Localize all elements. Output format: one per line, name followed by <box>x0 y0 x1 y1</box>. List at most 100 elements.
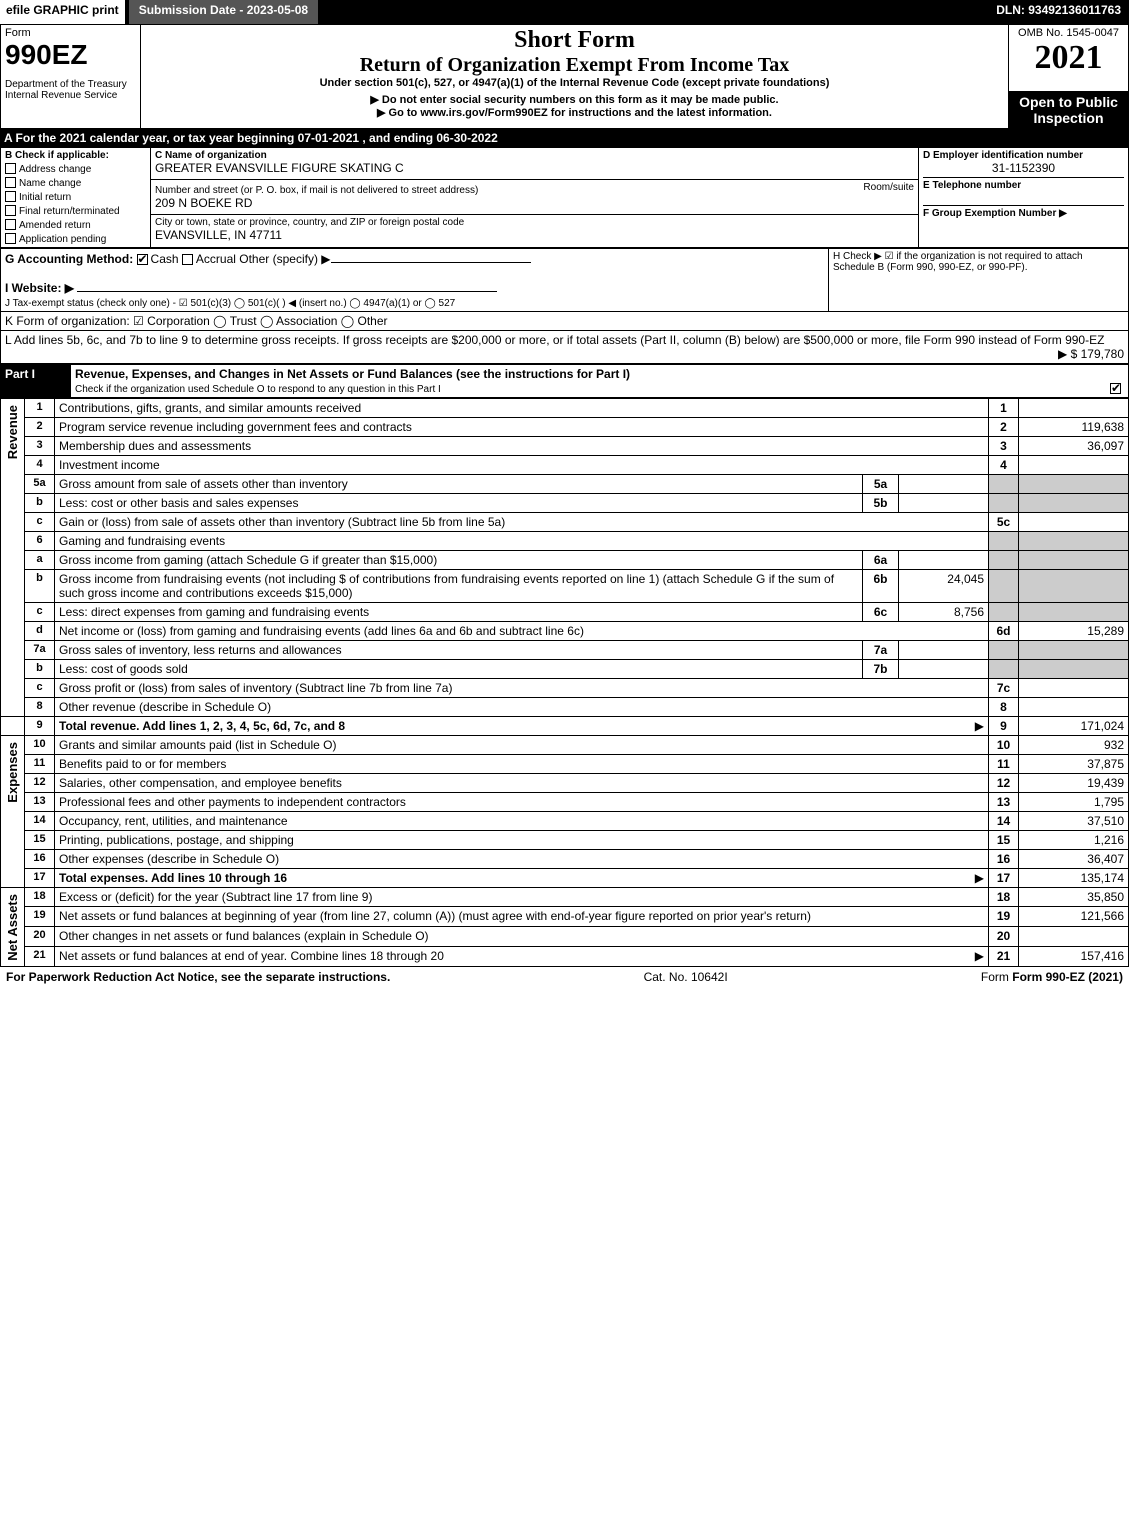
check-final-return[interactable]: Final return/terminated <box>5 203 146 217</box>
line-j: J Tax-exempt status (check only one) - ☑… <box>5 298 455 309</box>
line-21-val: 157,416 <box>1019 947 1129 967</box>
line-18-desc: Excess or (deficit) for the year (Subtra… <box>55 887 989 907</box>
page-footer: For Paperwork Reduction Act Notice, see … <box>0 967 1129 987</box>
line-13-idx: 13 <box>989 792 1019 811</box>
submission-date: Submission Date - 2023-05-08 <box>129 0 318 24</box>
footer-catno: Cat. No. 10642I <box>644 970 728 984</box>
line-6c-idx-shade <box>989 602 1019 621</box>
line-13-num: 13 <box>25 792 55 811</box>
status-block: G Accounting Method: Cash Accrual Other … <box>0 248 1129 364</box>
line-8-num: 8 <box>25 697 55 716</box>
check-accrual[interactable]: Accrual <box>182 252 236 266</box>
line-7a-num: 7a <box>25 640 55 659</box>
line-7a-idx-shade <box>989 640 1019 659</box>
check-other[interactable]: Other (specify) ▶ <box>239 252 530 266</box>
footer-form: Form Form 990-EZ (2021) <box>981 970 1123 984</box>
line-5a-desc: Gross amount from sale of assets other t… <box>55 474 863 493</box>
line-1-desc: Contributions, gifts, grants, and simila… <box>55 398 989 417</box>
line-6b-desc: Gross income from fundraising events (no… <box>55 569 863 602</box>
line-7a-subnum: 7a <box>863 640 899 659</box>
line-6b-val-shade <box>1019 569 1129 602</box>
check-amended-return[interactable]: Amended return <box>5 217 146 231</box>
line-6-desc: Gaming and fundraising events <box>55 531 989 550</box>
part1-heading: Revenue, Expenses, and Changes in Net As… <box>75 367 630 381</box>
line-19-val: 121,566 <box>1019 907 1129 927</box>
line-5a-subnum: 5a <box>863 474 899 493</box>
omb-number: OMB No. 1545-0047 <box>1013 27 1124 39</box>
line-7c-num: c <box>25 678 55 697</box>
line-15-idx: 15 <box>989 830 1019 849</box>
line-5b-subnum: 5b <box>863 493 899 512</box>
line-14-idx: 14 <box>989 811 1019 830</box>
line-9-num: 9 <box>25 716 55 735</box>
line-7b-subnum: 7b <box>863 659 899 678</box>
check-address-change[interactable]: Address change <box>5 161 146 175</box>
line-5c-val <box>1019 512 1129 531</box>
subtitle: Under section 501(c), 527, or 4947(a)(1)… <box>145 77 1004 89</box>
line-8-desc: Other revenue (describe in Schedule O) <box>55 697 989 716</box>
line-7b-val-shade <box>1019 659 1129 678</box>
line-19-idx: 19 <box>989 907 1019 927</box>
line-6a-val-shade <box>1019 550 1129 569</box>
city-label: City or town, state or province, country… <box>155 217 914 228</box>
line-6a-subval <box>899 550 989 569</box>
line-18-val: 35,850 <box>1019 887 1129 907</box>
line-i-label: I Website: ▶ <box>5 281 74 295</box>
line-12-val: 19,439 <box>1019 773 1129 792</box>
line-12-num: 12 <box>25 773 55 792</box>
title-return: Return of Organization Exempt From Incom… <box>145 54 1004 77</box>
line-6d-val: 15,289 <box>1019 621 1129 640</box>
line-l-amount: ▶ $ 179,780 <box>1058 347 1124 361</box>
open-to-public: Open to Public Inspection <box>1009 91 1129 128</box>
section-a-period: A For the 2021 calendar year, or tax yea… <box>0 129 1129 147</box>
part1-check[interactable] <box>1110 381 1124 395</box>
line-5c-desc: Gain or (loss) from sale of assets other… <box>55 512 989 531</box>
form-header: Form 990EZ Department of the Treasury In… <box>0 24 1129 129</box>
street-label: Number and street (or P. O. box, if mail… <box>155 185 478 196</box>
check-application-pending[interactable]: Application pending <box>5 231 146 245</box>
line-16-idx: 16 <box>989 849 1019 868</box>
line-17-num: 17 <box>25 868 55 887</box>
box-f-label: F Group Exemption Number ▶ <box>923 205 1124 219</box>
line-3-desc: Membership dues and assessments <box>55 436 989 455</box>
line-2-desc: Program service revenue including govern… <box>55 417 989 436</box>
line-2-idx: 2 <box>989 417 1019 436</box>
line-7b-subval <box>899 659 989 678</box>
efile-label[interactable]: efile GRAPHIC print <box>0 0 125 24</box>
line-15-desc: Printing, publications, postage, and shi… <box>55 830 989 849</box>
department-label: Department of the Treasury Internal Reve… <box>5 79 136 101</box>
check-initial-return[interactable]: Initial return <box>5 189 146 203</box>
line-21-idx: 21 <box>989 947 1019 967</box>
line-l-text: L Add lines 5b, 6c, and 7b to line 9 to … <box>5 333 1104 347</box>
line-5a-val-shade <box>1019 474 1129 493</box>
line-6b-idx-shade <box>989 569 1019 602</box>
line-9-idx: 9 <box>989 716 1019 735</box>
line-11-desc: Benefits paid to or for members <box>55 754 989 773</box>
org-info-block: B Check if applicable: Address change Na… <box>0 147 1129 248</box>
tax-year: 2021 <box>1013 39 1124 77</box>
line-3-idx: 3 <box>989 436 1019 455</box>
line-19-desc: Net assets or fund balances at beginning… <box>55 907 989 927</box>
line-6d-num: d <box>25 621 55 640</box>
check-cash[interactable]: Cash <box>137 252 179 266</box>
line-7c-idx: 7c <box>989 678 1019 697</box>
line-6a-idx-shade <box>989 550 1019 569</box>
line-12-desc: Salaries, other compensation, and employ… <box>55 773 989 792</box>
ein-value: 31-1152390 <box>923 161 1124 175</box>
line-17-desc: Total expenses. Add lines 10 through 16 … <box>55 868 989 887</box>
website-field[interactable] <box>77 280 497 292</box>
line-6d-idx: 6d <box>989 621 1019 640</box>
box-e-label: E Telephone number <box>923 177 1124 191</box>
line-8-val <box>1019 697 1129 716</box>
line-7c-val <box>1019 678 1129 697</box>
check-name-change[interactable]: Name change <box>5 175 146 189</box>
line-5b-val-shade <box>1019 493 1129 512</box>
line-h: H Check ▶ ☑ if the organization is not r… <box>833 251 1124 273</box>
goto-link[interactable]: ▶ Go to www.irs.gov/Form990EZ for instru… <box>145 106 1004 119</box>
line-5b-desc: Less: cost or other basis and sales expe… <box>55 493 863 512</box>
line-6c-desc: Less: direct expenses from gaming and fu… <box>55 602 863 621</box>
line-2-val: 119,638 <box>1019 417 1129 436</box>
line-18-idx: 18 <box>989 887 1019 907</box>
line-6c-val-shade <box>1019 602 1129 621</box>
line-16-val: 36,407 <box>1019 849 1129 868</box>
